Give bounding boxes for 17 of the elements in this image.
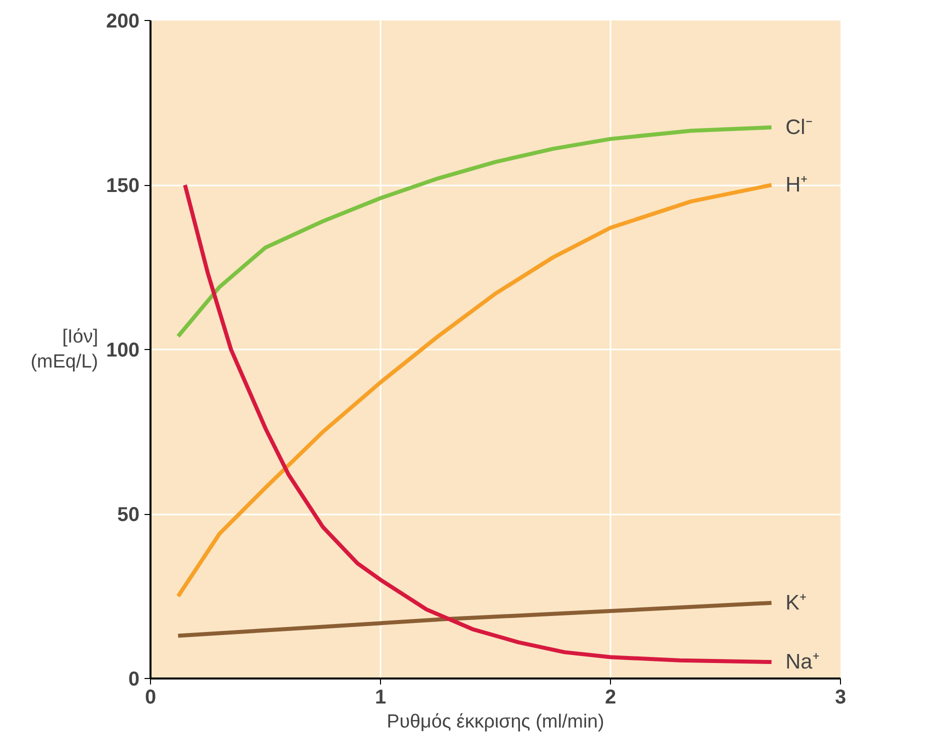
series-label: H⁺ [786, 174, 808, 196]
line-series [176, 125, 774, 338]
y-tick-label: 200 [106, 10, 140, 32]
x-tick-label: 0 [144, 686, 156, 708]
x-axis-title: Ρυθμός έκκρισης (ml/min) [386, 712, 604, 732]
y-tick-label: 0 [128, 668, 140, 690]
series-label: Na⁺ [786, 650, 820, 674]
y-tick-label: 50 [117, 504, 140, 526]
x-tick-label: 2 [604, 686, 616, 708]
y-tick-label: 150 [106, 175, 140, 197]
y-tick-label: 100 [106, 340, 140, 362]
x-tick-label: 3 [834, 686, 846, 708]
series-label: Cl⁻ [786, 116, 812, 139]
y-axis-title: [Ιόν] (mEq/L) [30, 326, 98, 373]
line-series [176, 600, 774, 638]
x-tick-label: 1 [374, 686, 386, 708]
series-label: K⁺ [786, 591, 807, 614]
